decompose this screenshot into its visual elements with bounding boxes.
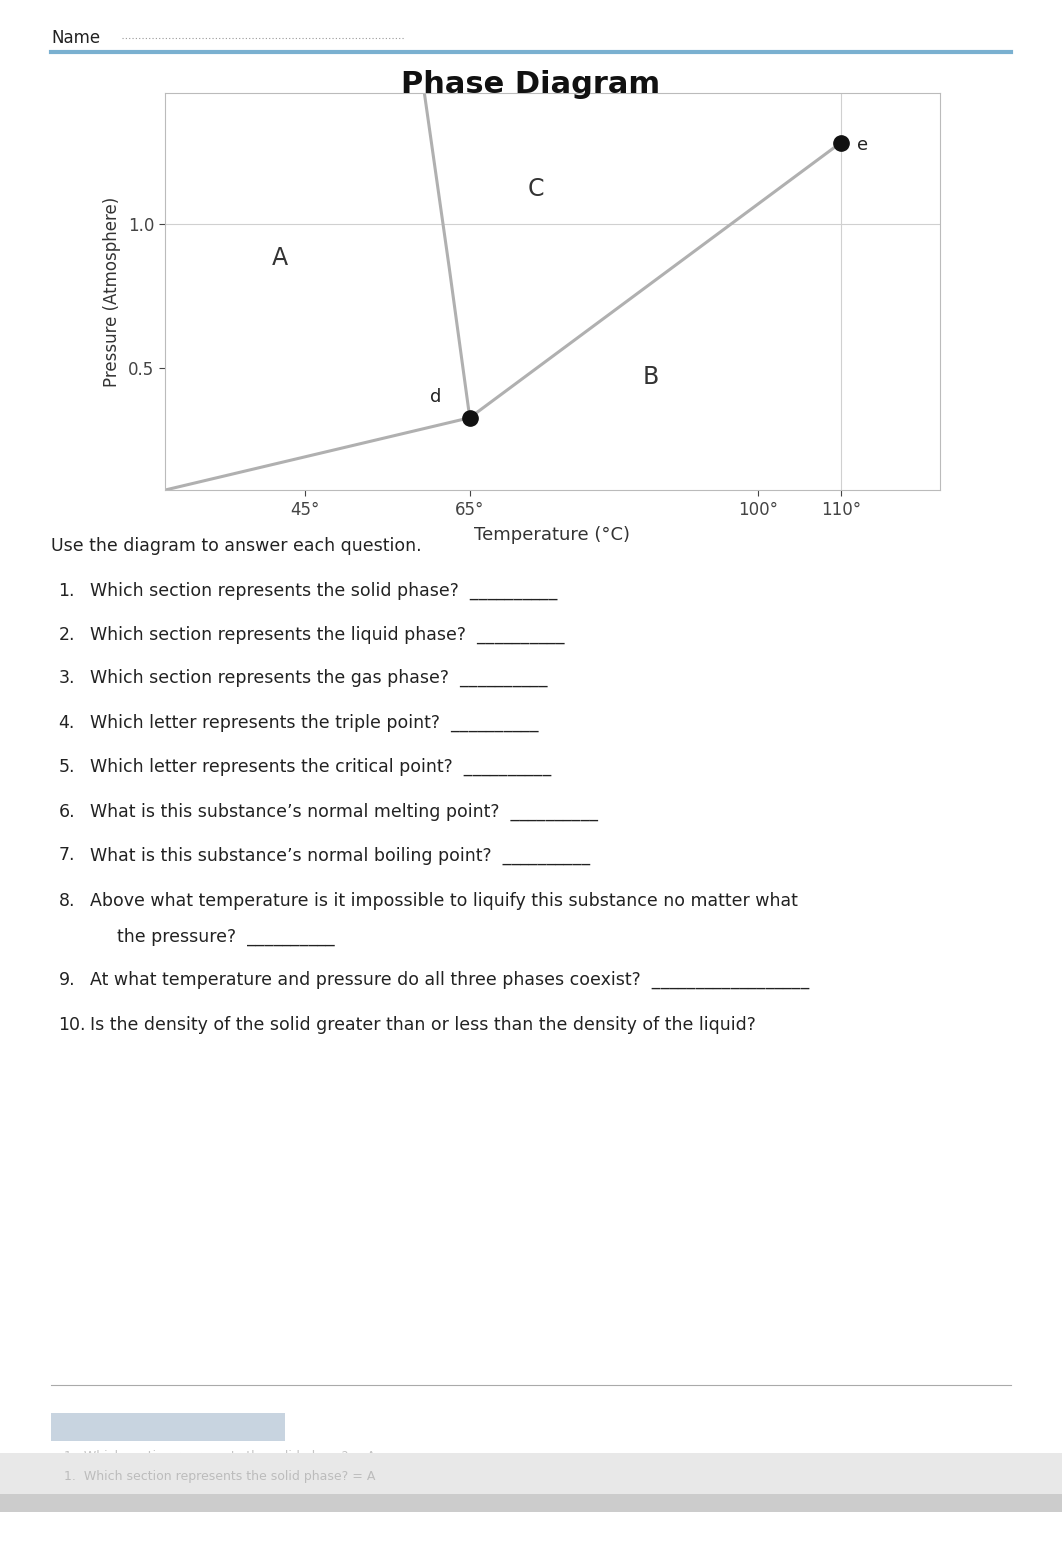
Text: 8.: 8.	[58, 892, 75, 910]
Text: Which section represents the liquid phase?  __________: Which section represents the liquid phas…	[90, 626, 565, 644]
Text: What is this substance’s normal melting point?  __________: What is this substance’s normal melting …	[90, 803, 598, 822]
Text: 6.: 6.	[58, 803, 75, 822]
Text: the pressure?  __________: the pressure? __________	[117, 927, 335, 946]
Text: Which section represents the solid phase?  __________: Which section represents the solid phase…	[90, 582, 558, 601]
Text: 9.: 9.	[58, 971, 75, 990]
Text: Which section represents the gas phase?  __________: Which section represents the gas phase? …	[90, 669, 548, 688]
Text: 1.  Which section represents the solid phase? = A: 1. Which section represents the solid ph…	[64, 1450, 375, 1463]
Text: Is the density of the solid greater than or less than the density of the liquid?: Is the density of the solid greater than…	[90, 1016, 756, 1035]
Text: Name: Name	[51, 30, 100, 47]
Text: B: B	[644, 366, 660, 389]
Text: 7.: 7.	[58, 846, 75, 865]
Text: d: d	[429, 387, 441, 406]
Text: 1.  Which section represents the solid phase? = A: 1. Which section represents the solid ph…	[64, 1470, 375, 1483]
Text: Which letter represents the critical point?  __________: Which letter represents the critical poi…	[90, 758, 551, 776]
Text: 4.: 4.	[58, 714, 74, 733]
Text: Which letter represents the triple point?  __________: Which letter represents the triple point…	[90, 714, 538, 733]
Y-axis label: Pressure (Atmosphere): Pressure (Atmosphere)	[103, 196, 121, 387]
Text: 1.: 1.	[58, 582, 75, 601]
X-axis label: Temperature (°C): Temperature (°C)	[475, 526, 630, 543]
Text: 5.: 5.	[58, 758, 75, 776]
Text: Phase Diagram: Phase Diagram	[401, 70, 661, 98]
Text: Use the diagram to answer each question.: Use the diagram to answer each question.	[51, 537, 422, 555]
Text: What is this substance’s normal boiling point?  __________: What is this substance’s normal boiling …	[90, 846, 590, 865]
Text: A: A	[272, 246, 288, 271]
Text: e: e	[857, 137, 869, 154]
Text: At what temperature and pressure do all three phases coexist?  _________________: At what temperature and pressure do all …	[90, 971, 809, 990]
Text: Above what temperature is it impossible to liquify this substance no matter what: Above what temperature is it impossible …	[90, 892, 799, 910]
Text: 10.: 10.	[58, 1016, 86, 1035]
Text: 2.: 2.	[58, 626, 75, 644]
Text: C: C	[528, 177, 544, 201]
Text: 3.: 3.	[58, 669, 75, 688]
